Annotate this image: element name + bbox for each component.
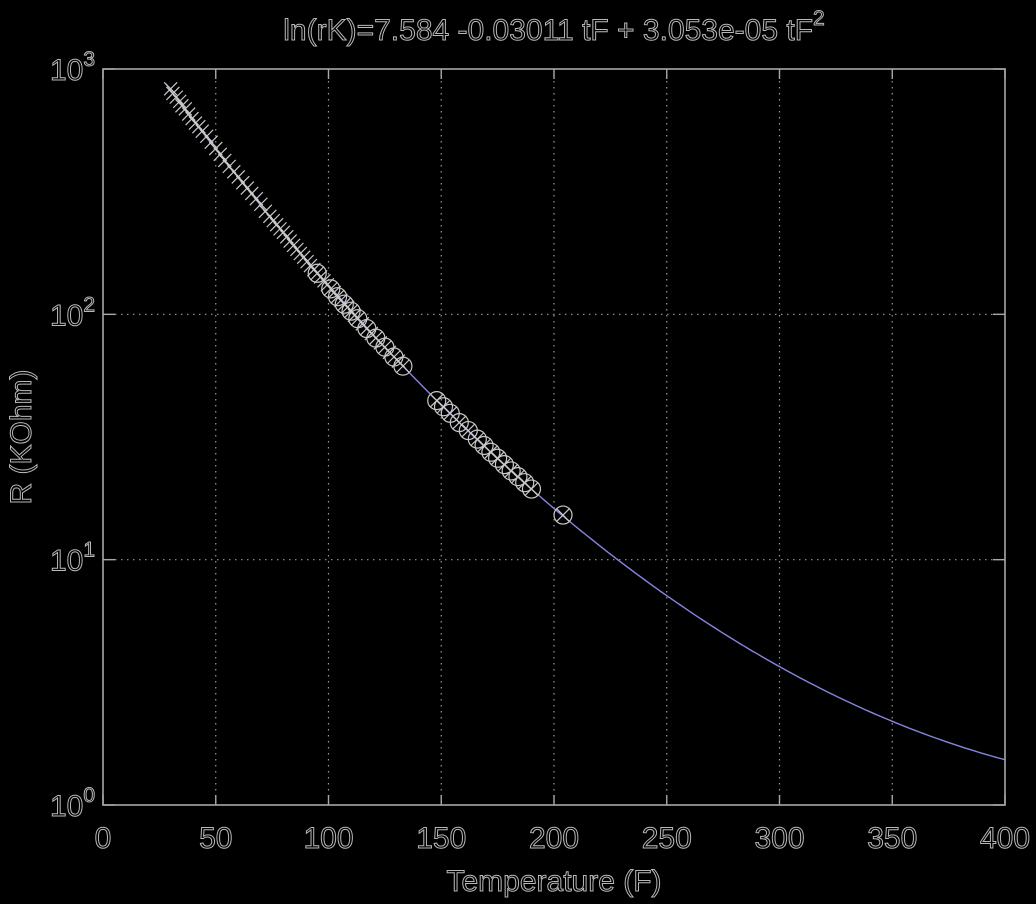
x-tick-labels: 0 50 100 150 200 250 300 350 400 [94, 822, 1030, 856]
o-marker [327, 287, 348, 307]
x-marker [204, 135, 219, 150]
x-marker [296, 250, 311, 265]
o-marker-series [307, 263, 573, 525]
x-axis-label: Temperature (F) [446, 865, 661, 898]
x-marker-series [163, 81, 570, 522]
x-tick-label: 250 [642, 822, 692, 855]
x-marker [249, 191, 264, 206]
x-tick-label: 100 [303, 822, 353, 855]
y-tick-label: 102 [50, 293, 95, 332]
y-tick-label: 101 [50, 539, 95, 578]
x-tick-label: 400 [980, 822, 1030, 855]
o-marker [481, 442, 501, 462]
y-tick-label: 100 [50, 784, 95, 823]
o-marker [307, 263, 327, 283]
chart-title: ln(rK)=7.584 -0.03011 tF + 3.053e-05 tF2 [283, 7, 825, 48]
x-marker [217, 153, 232, 168]
x-marker [163, 81, 178, 96]
x-marker [185, 111, 199, 126]
o-marker [521, 479, 542, 499]
o-marker [467, 429, 487, 449]
o-marker [488, 448, 508, 468]
x-marker [395, 359, 410, 374]
y-axis-label: R (KOhm) [5, 370, 38, 505]
o-marker [341, 301, 361, 321]
title-text: ln(rK)=7.584 -0.03011 tF + 3.053e-05 tF2 [283, 7, 824, 47]
o-marker [515, 473, 535, 493]
fit-curve-layer [165, 83, 1006, 761]
x-marker [181, 107, 196, 122]
x-tick-label: 50 [199, 822, 232, 855]
x-marker [191, 119, 206, 134]
axis-labels: Temperature (F) R (KOhm) [5, 369, 663, 899]
o-marker [334, 294, 354, 314]
o-marker [508, 467, 528, 487]
x-marker [276, 225, 291, 240]
y-tick-label: 103 [50, 48, 95, 87]
o-marker [427, 391, 447, 411]
y-tick-labels: 100 101 102 103 [49, 48, 95, 824]
plot-border [102, 68, 1006, 806]
x-tick-label: 350 [867, 822, 917, 855]
x-marker [283, 234, 298, 248]
fit-curve [165, 83, 1006, 761]
o-marker [321, 279, 341, 299]
grid-layer [103, 69, 1005, 805]
o-marker [474, 435, 494, 456]
x-marker [253, 197, 268, 212]
o-marker [494, 455, 514, 475]
o-marker [501, 461, 521, 481]
x-marker [222, 159, 237, 174]
x-tick-label: 300 [754, 822, 804, 855]
o-marker [433, 397, 454, 417]
x-tick-label: 200 [529, 822, 579, 855]
x-marker [213, 147, 228, 162]
o-marker [393, 356, 413, 376]
x-tick-label: 150 [416, 822, 466, 855]
x-marker [231, 170, 246, 184]
axis-frame [102, 68, 1006, 806]
x-marker [452, 415, 467, 430]
x-marker [208, 141, 223, 156]
x-marker [169, 90, 184, 105]
x-marker [262, 209, 277, 224]
x-tick-label: 0 [95, 822, 112, 855]
x-marker [235, 175, 250, 190]
x-marker [172, 94, 187, 109]
o-marker [553, 505, 573, 525]
x-marker [199, 129, 214, 144]
x-marker [556, 508, 570, 522]
